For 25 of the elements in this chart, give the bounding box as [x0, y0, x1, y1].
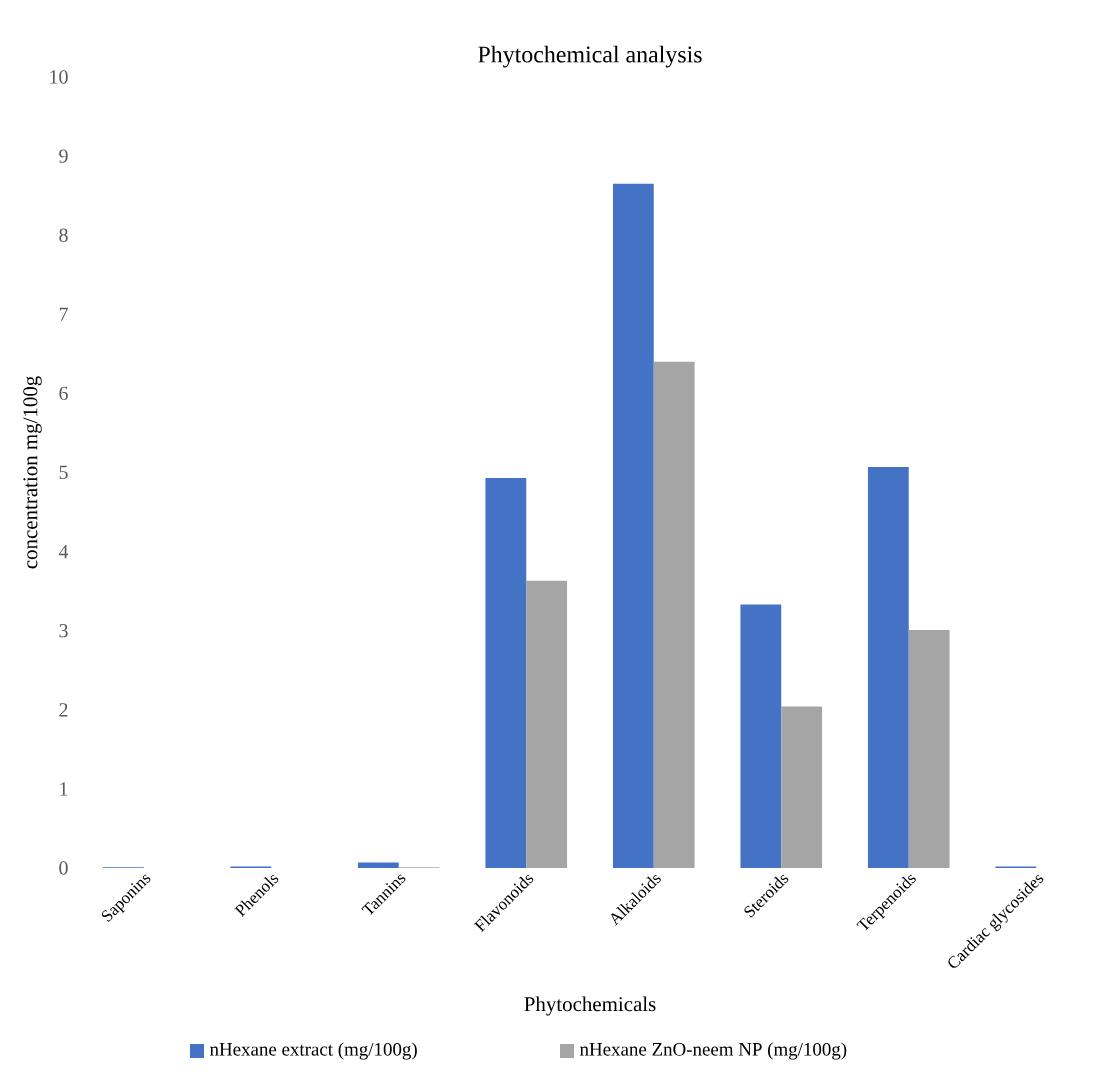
y-tick-label: 10 — [50, 70, 68, 84]
y-tick-label: 7 — [59, 307, 68, 321]
y-tick-label: 4 — [58, 545, 69, 559]
y-tick-label: 5 — [59, 465, 68, 480]
bar — [526, 580, 568, 868]
bar — [612, 183, 654, 868]
y-tick-label: 6 — [59, 386, 68, 401]
bar — [867, 466, 909, 868]
bar — [908, 629, 950, 868]
y-tick-label: 0 — [59, 861, 68, 875]
legend-label: nHexane ZnO-neem NP (mg/100g) — [579, 1042, 847, 1060]
y-tick-label: 8 — [59, 228, 68, 242]
bar — [740, 604, 782, 868]
y-tick-label: 9 — [59, 149, 68, 163]
bar — [485, 478, 527, 868]
bar — [781, 706, 823, 868]
y-tick-label: 1 — [60, 782, 68, 796]
chart-title: Phytochemical analysis — [478, 45, 702, 68]
y-tick-label: 3 — [59, 623, 68, 638]
legend-label: nHexane extract (mg/100g) — [209, 1042, 417, 1060]
bar — [653, 361, 695, 868]
y-axis-title: concentration mg/100g — [23, 376, 42, 569]
x-axis-title: Phytochemicals — [524, 996, 656, 1016]
y-tick-label: 2 — [59, 703, 68, 717]
bar — [357, 862, 399, 868]
